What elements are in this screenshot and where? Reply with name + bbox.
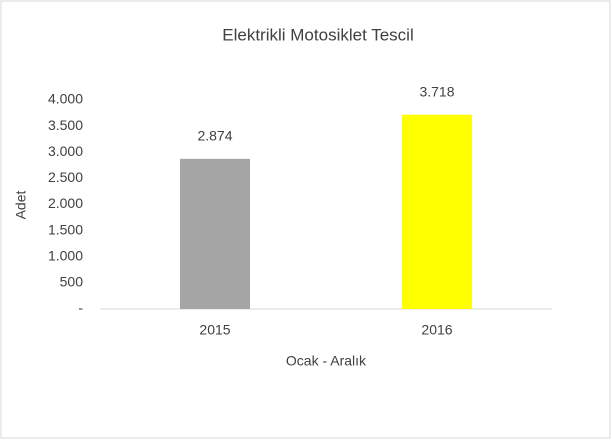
y-tick-label: 1.000 (48, 247, 83, 263)
y-tick-label: - (78, 300, 83, 316)
x-tick-label: 2016 (421, 322, 452, 338)
bar (180, 158, 250, 309)
y-tick-label: 4.000 (48, 91, 83, 107)
y-axis-label: Adet (13, 190, 29, 219)
data-label: 2.874 (197, 128, 232, 144)
y-tick-label: 2.500 (48, 169, 83, 185)
x-axis-label: Ocak - Aralık (286, 353, 367, 369)
y-tick-label: 1.500 (48, 221, 83, 237)
y-tick-label: 2.000 (48, 195, 83, 211)
x-tick-label: 2015 (199, 322, 230, 338)
data-label: 3.718 (419, 83, 454, 99)
bar (402, 114, 472, 309)
y-tick-label: 3.000 (48, 143, 83, 159)
chart-title: Elektrikli Motosiklet Tescil (222, 25, 413, 44)
y-tick-label: 3.500 (48, 117, 83, 133)
y-tick-label: 500 (60, 274, 84, 290)
